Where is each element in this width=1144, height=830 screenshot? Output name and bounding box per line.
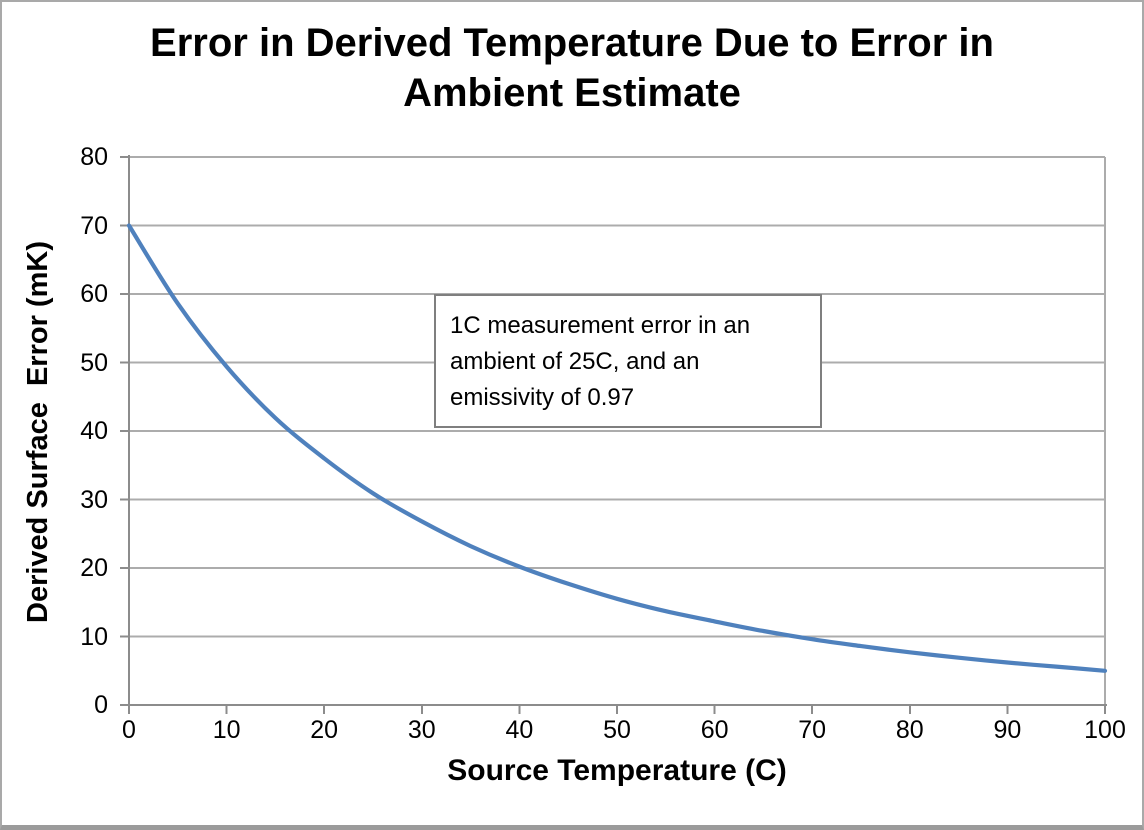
annotation-line-3: emissivity of 0.97 — [450, 384, 635, 411]
annotation-box: 1C measurement error in an ambient of 25… — [434, 294, 822, 428]
y-tick-label-20: 20 — [80, 554, 108, 582]
series-line — [126, 223, 1108, 673]
y-tick-label-80: 80 — [80, 143, 108, 171]
x-tick-label-60: 60 — [700, 716, 729, 744]
y-tick-label-50: 50 — [80, 348, 108, 377]
y-tick-label-70: 70 — [80, 211, 108, 240]
y-tick-label-40: 40 — [80, 417, 108, 445]
x-tick-label-20: 20 — [310, 716, 339, 744]
chart-title-line-1: Error in Derived Temperature Due to Erro… — [150, 21, 994, 65]
x-tick-label-50: 50 — [603, 716, 631, 744]
x-tick-label-90: 90 — [993, 716, 1022, 744]
y-tick-label-10: 10 — [80, 622, 108, 651]
x-axis-title: Source Temperature (C) — [447, 754, 787, 787]
y-tick-label-0: 0 — [94, 691, 108, 719]
x-tick-label-30: 30 — [407, 716, 436, 744]
chart-title-line-2: Ambient Estimate — [403, 71, 741, 115]
x-tick-label-100: 100 — [1084, 716, 1126, 744]
annotation-line-2: ambient of 25C, and an — [450, 348, 700, 375]
x-tick-label-40: 40 — [505, 716, 534, 744]
y-tick-label-60: 60 — [80, 280, 108, 308]
x-tick-label-0: 0 — [122, 716, 136, 744]
x-tick-label-70: 70 — [798, 716, 827, 744]
y-tick-label-30: 30 — [80, 485, 108, 514]
annotation-line-1: 1C measurement error in an — [450, 312, 751, 339]
x-tick-label-10: 10 — [212, 716, 241, 744]
chart-title: Error in Derived Temperature Due to Erro… — [2, 18, 1142, 118]
x-tick-label-80: 80 — [895, 716, 924, 744]
